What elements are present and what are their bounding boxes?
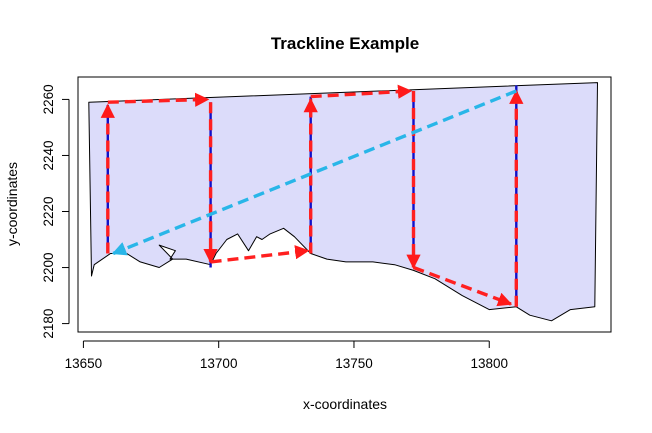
y-tick-label: 2220 bbox=[41, 196, 56, 226]
trackline-leg bbox=[412, 265, 513, 307]
trackline-leg bbox=[210, 245, 310, 264]
return-leg bbox=[111, 89, 517, 256]
x-axis: 13650 13700 13750 13800 bbox=[65, 340, 508, 371]
survey-polygon bbox=[88, 82, 598, 322]
x-tick-label: 13750 bbox=[335, 356, 373, 371]
x-axis-label: x-coordinates bbox=[303, 396, 387, 412]
y-tick-label: 2200 bbox=[41, 252, 56, 282]
plot-frame bbox=[77, 76, 612, 333]
y-axis: 2180 2200 2220 2240 2260 bbox=[41, 84, 70, 339]
x-tick-label: 13650 bbox=[65, 356, 103, 371]
chart-title: Trackline Example bbox=[271, 34, 419, 53]
x-tick-label: 13800 bbox=[470, 356, 508, 371]
x-tick-label: 13700 bbox=[200, 356, 238, 371]
y-tick-label: 2180 bbox=[41, 309, 56, 339]
plot-area bbox=[88, 82, 598, 322]
y-tick-label: 2240 bbox=[41, 140, 56, 170]
y-tick-label: 2260 bbox=[41, 84, 56, 114]
y-axis-label: y-coordinates bbox=[4, 162, 20, 246]
